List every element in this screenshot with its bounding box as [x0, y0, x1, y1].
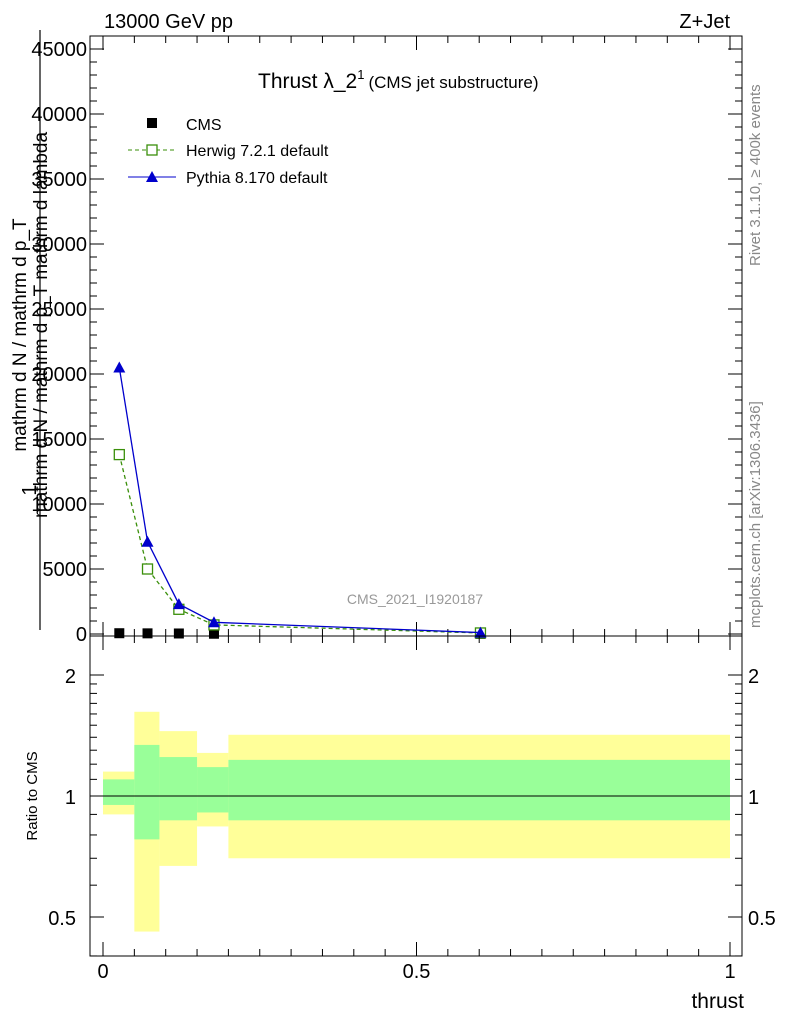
- data-point-cms: [208, 628, 219, 639]
- data-point-pythia: [474, 626, 487, 638]
- x-axis-label: thrust: [691, 990, 744, 1013]
- legend-label-pythia: Pythia 8.170 default: [186, 170, 328, 187]
- data-point-pythia: [113, 361, 126, 373]
- ratio-band-inner: [228, 759, 730, 821]
- plot-subtitle: (CMS jet substructure): [368, 73, 538, 92]
- legend-marker-pythia: [146, 171, 158, 182]
- legend-label-cms: CMS: [186, 117, 222, 134]
- legend-label-herwig: Herwig 7.2.1 default: [186, 143, 329, 160]
- ratio-y-tick-label-right: 1: [748, 787, 759, 809]
- main-y-tick-label: 0: [76, 624, 87, 646]
- main-y-tick-label: 35000: [31, 169, 87, 191]
- mcplots-text: mcplots.cern.ch [arXiv:1306.3436]: [747, 401, 764, 628]
- main-y-tick-label: 45000: [31, 39, 87, 61]
- main-y-tick-label: 20000: [31, 364, 87, 386]
- plot-title: Thrust λ_21 (CMS jet substructure): [258, 67, 539, 93]
- ratio-y-tick-label: 2: [65, 666, 76, 688]
- data-point-pythia: [141, 535, 154, 547]
- ratio-x-tick-label: 1: [724, 961, 735, 983]
- data-point-cms: [114, 628, 125, 639]
- ratio-bands-layer: [103, 711, 730, 932]
- main-y-tick-label: 10000: [31, 494, 87, 516]
- ylabel-line-1: 1: [19, 484, 41, 495]
- ylabel-line-3: mathrm d N / mathrm d p_T mathrm d lambd…: [31, 132, 52, 519]
- ratio-x-axis: 0 0.5 1: [97, 636, 736, 983]
- main-x-ticks: [102, 36, 731, 636]
- ratio-band-inner: [134, 744, 160, 840]
- main-y-tick-label: 15000: [31, 429, 87, 451]
- main-y-tick-label: 30000: [31, 234, 87, 256]
- main-y-tick-label: 40000: [31, 104, 87, 126]
- ratio-y-tick-label: 0.5: [48, 908, 76, 930]
- ratio-y-tick-label: 1: [65, 787, 76, 809]
- legend: CMS Herwig 7.2.1 default Pythia 8.170 de…: [128, 117, 329, 187]
- ratio-y-tick-label-right: 0.5: [748, 908, 776, 930]
- ratio-y-tick-label-right: 2: [748, 666, 759, 688]
- main-y-label: 1 mathrm d N / mathrm d p_T mathrm d N /…: [10, 30, 52, 630]
- legend-marker-herwig: [146, 144, 158, 156]
- main-y-tick-label: 25000: [31, 299, 87, 321]
- data-point-cms: [173, 628, 184, 639]
- data-point-cms: [142, 628, 153, 639]
- ratio-y-axis: 0.5 0.5 1 1 2 2: [48, 666, 776, 957]
- ratio-band-inner: [197, 767, 229, 813]
- data-point-pythia: [207, 616, 220, 628]
- rivet-version-text: Rivet 3.1.10, ≥ 400k events: [747, 84, 764, 266]
- main-y-axis: 0 5000 10000 15000 20000 25000 30000 35000 40000…: [31, 39, 742, 646]
- legend-marker-cms: [147, 118, 157, 128]
- analysis-watermark: CMS_2021_I1920187: [347, 591, 483, 607]
- ratio-y-label: Ratio to CMS: [24, 751, 41, 840]
- plot-title-text: Thrust λ_2: [258, 70, 357, 93]
- ratio-band-inner: [103, 779, 135, 805]
- main-series-layer: [113, 361, 487, 639]
- data-point-pythia: [172, 598, 185, 610]
- header-right: Z+Jet: [679, 11, 730, 33]
- ratio-x-tick-label: 0: [97, 961, 108, 983]
- plot-title-sup: 1: [357, 67, 364, 82]
- ratio-band-inner: [159, 757, 198, 821]
- data-point-herwig: [113, 448, 125, 461]
- header-left: 13000 GeV pp: [104, 11, 233, 33]
- ratio-x-tick-label: 0.5: [403, 961, 431, 983]
- main-y-tick-label: 5000: [43, 559, 88, 581]
- data-point-herwig: [141, 563, 154, 575]
- ylabel-line-2: mathrm d N / mathrm d p_T: [10, 218, 31, 452]
